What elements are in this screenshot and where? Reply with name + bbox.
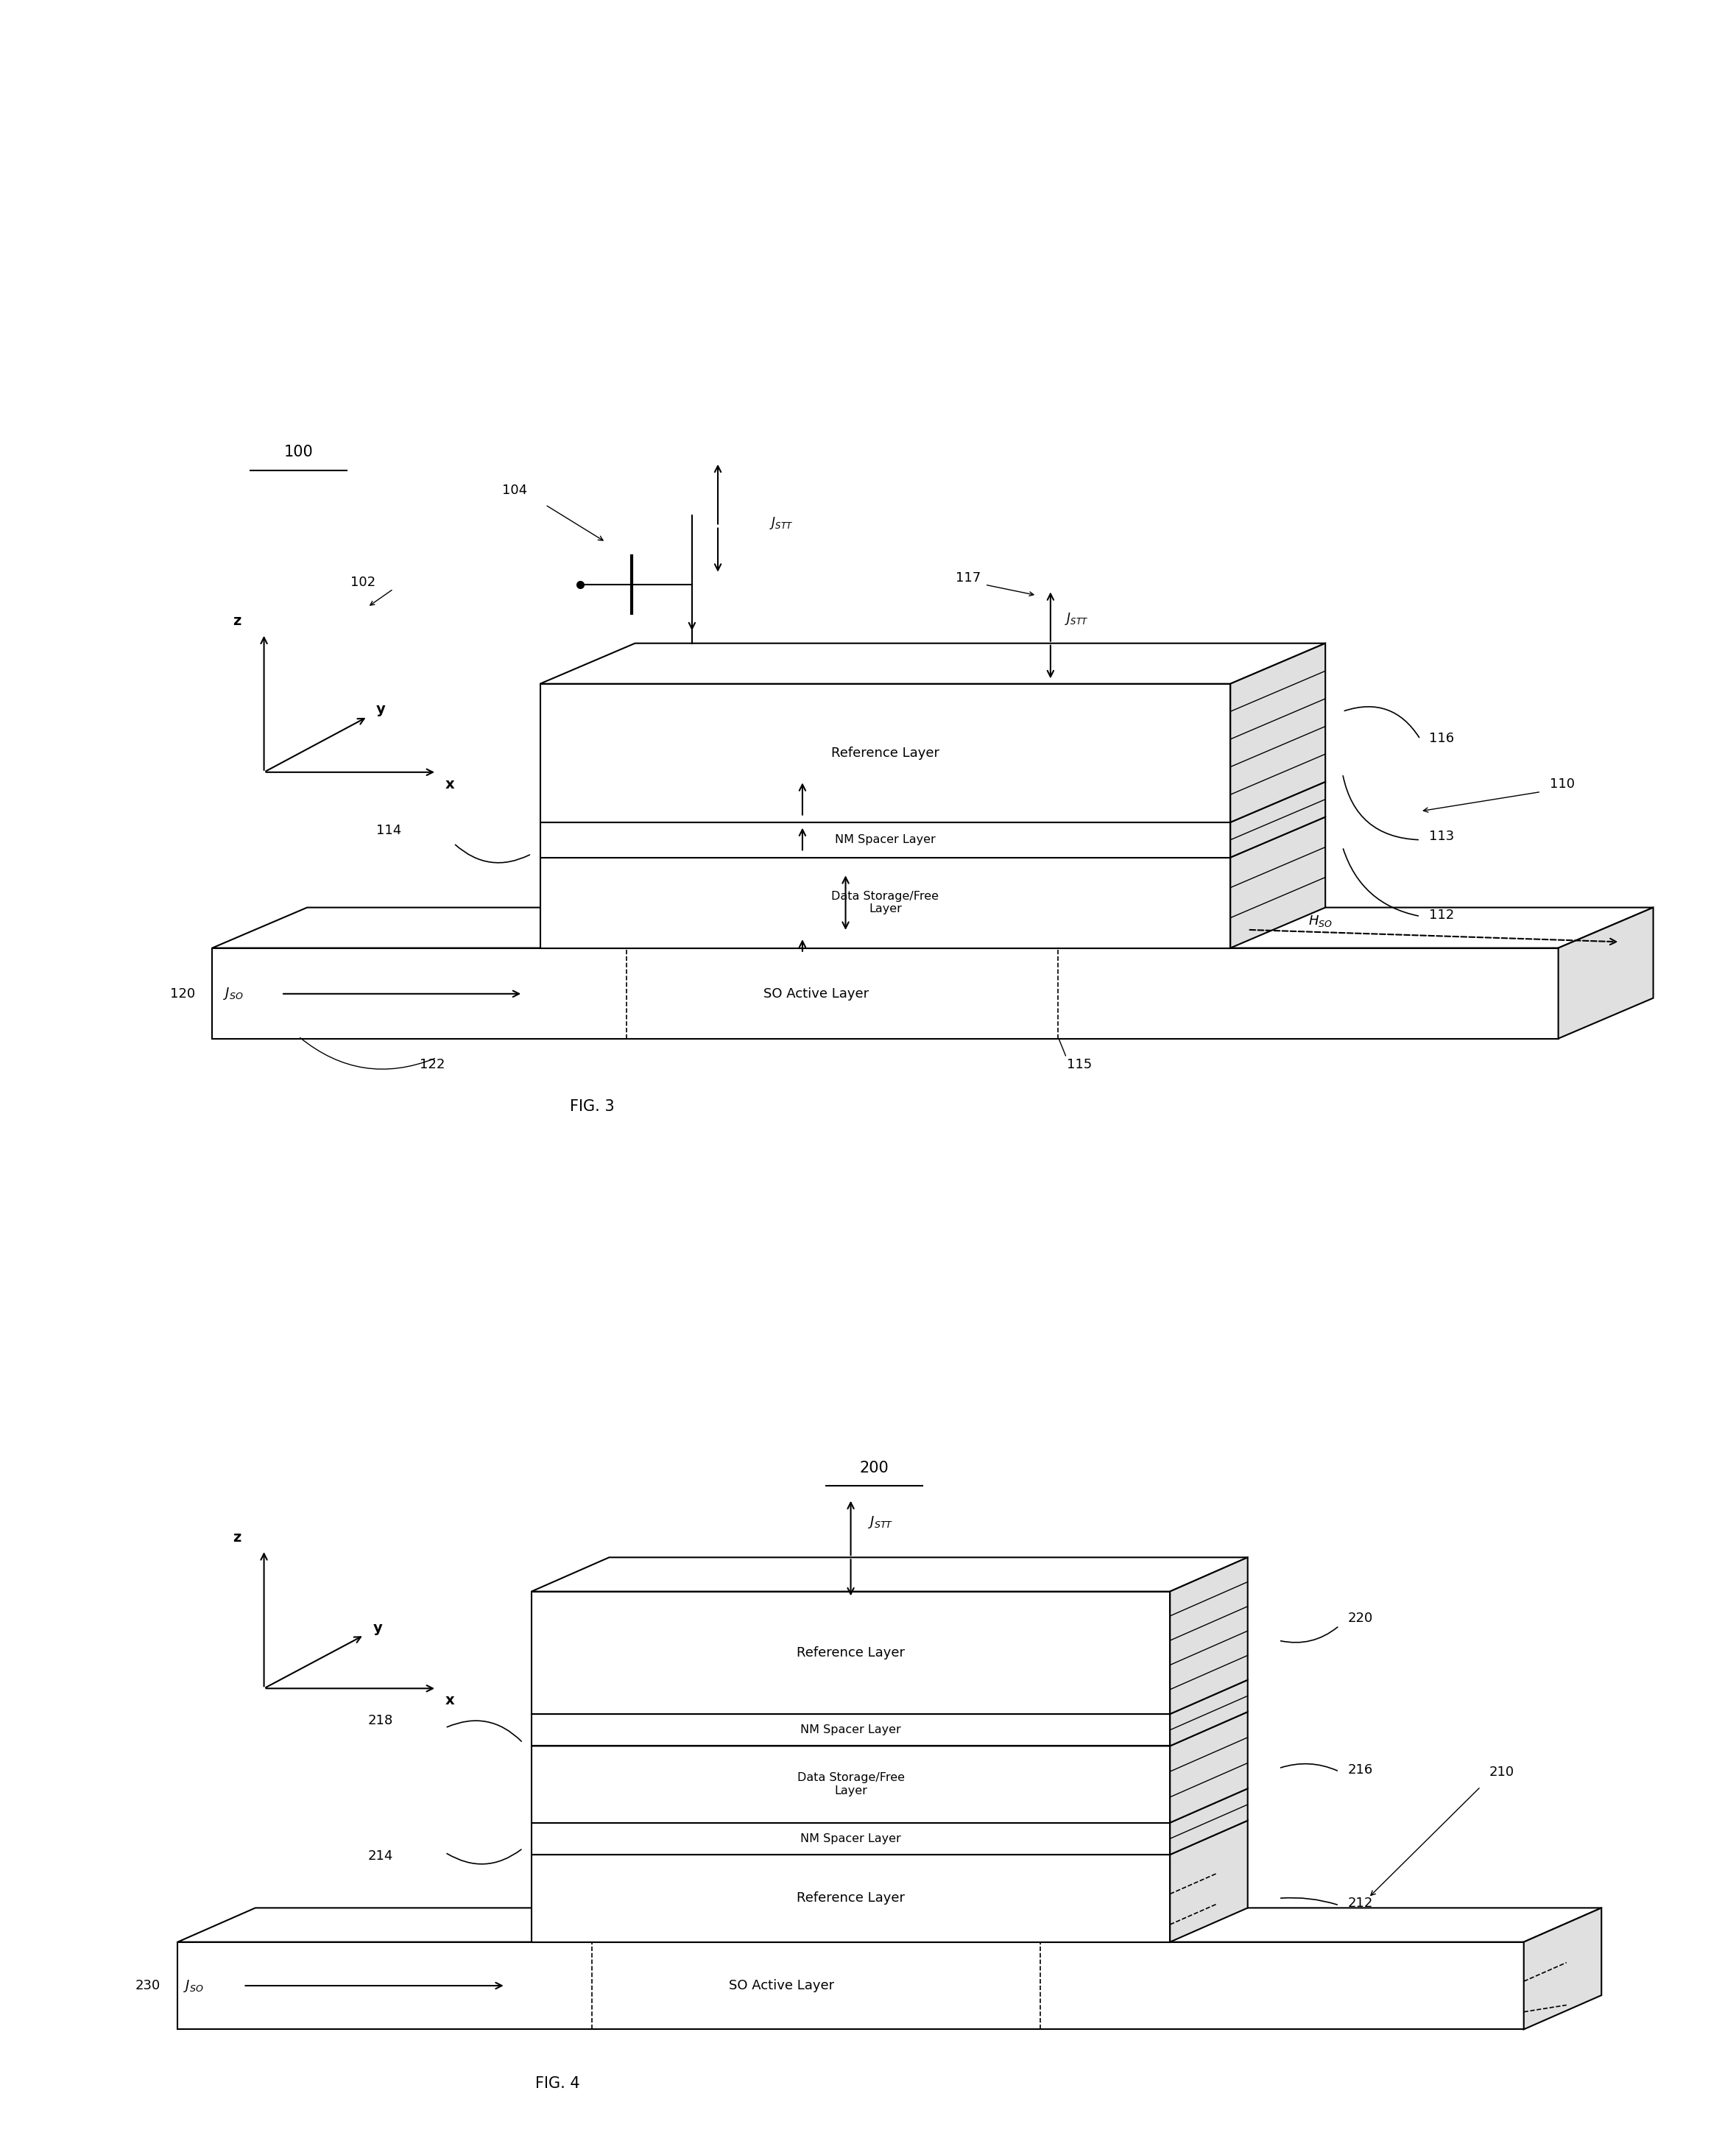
Text: 104: 104 xyxy=(502,484,528,497)
Polygon shape xyxy=(540,781,1325,822)
Text: 216: 216 xyxy=(1347,1764,1373,1777)
Text: Reference Layer: Reference Layer xyxy=(832,747,939,760)
Text: $J_{STT}$: $J_{STT}$ xyxy=(1064,610,1088,627)
Text: 212: 212 xyxy=(1347,1897,1373,1910)
Text: 230: 230 xyxy=(135,1978,160,1993)
Polygon shape xyxy=(531,1715,1170,1745)
Text: 102: 102 xyxy=(351,576,375,589)
Text: NM Spacer Layer: NM Spacer Layer xyxy=(800,1724,901,1736)
Polygon shape xyxy=(531,1822,1170,1854)
Text: $J_{SO}$: $J_{SO}$ xyxy=(222,987,243,1002)
Polygon shape xyxy=(1170,1713,1248,1822)
Polygon shape xyxy=(1170,1788,1248,1854)
Text: $H_{SO}$: $H_{SO}$ xyxy=(1307,914,1332,927)
Text: NM Spacer Layer: NM Spacer Layer xyxy=(800,1833,901,1843)
Polygon shape xyxy=(531,1557,1248,1591)
Text: 110: 110 xyxy=(1550,777,1575,790)
Polygon shape xyxy=(540,683,1231,822)
Polygon shape xyxy=(1170,1820,1248,1942)
Polygon shape xyxy=(531,1591,1170,1715)
Polygon shape xyxy=(531,1681,1248,1715)
Text: 116: 116 xyxy=(1429,732,1455,745)
Polygon shape xyxy=(531,1788,1248,1822)
Text: Reference Layer: Reference Layer xyxy=(797,1646,904,1659)
Text: FIG. 4: FIG. 4 xyxy=(535,2077,580,2092)
Polygon shape xyxy=(540,818,1325,856)
Text: Data Storage/Free
Layer: Data Storage/Free Layer xyxy=(832,891,939,914)
Text: SO Active Layer: SO Active Layer xyxy=(764,987,870,1000)
Text: 122: 122 xyxy=(420,1058,444,1070)
Text: $J_{STT}$: $J_{STT}$ xyxy=(769,516,793,531)
Text: 117: 117 xyxy=(955,572,981,584)
Text: 114: 114 xyxy=(377,824,401,837)
Polygon shape xyxy=(531,1713,1248,1745)
Polygon shape xyxy=(177,1908,1601,1942)
Text: NM Spacer Layer: NM Spacer Layer xyxy=(835,835,936,846)
Text: 210: 210 xyxy=(1489,1766,1514,1779)
Polygon shape xyxy=(540,822,1231,856)
Text: y: y xyxy=(373,1621,382,1636)
Text: 113: 113 xyxy=(1429,829,1455,844)
Text: Reference Layer: Reference Layer xyxy=(797,1893,904,1905)
Text: 200: 200 xyxy=(859,1460,889,1475)
Polygon shape xyxy=(1231,642,1325,822)
Polygon shape xyxy=(531,1854,1170,1942)
Polygon shape xyxy=(1170,1681,1248,1745)
Text: y: y xyxy=(377,702,385,717)
Text: Data Storage/Free
Layer: Data Storage/Free Layer xyxy=(797,1773,904,1796)
Text: FIG. 3: FIG. 3 xyxy=(569,1098,615,1113)
Text: 218: 218 xyxy=(368,1715,392,1728)
Polygon shape xyxy=(531,1745,1170,1822)
Polygon shape xyxy=(212,948,1559,1038)
Polygon shape xyxy=(212,908,1653,948)
Text: 214: 214 xyxy=(368,1850,392,1863)
Text: SO Active Layer: SO Active Layer xyxy=(729,1978,835,1993)
Text: $J_{STT}$: $J_{STT}$ xyxy=(868,1514,894,1531)
Text: $J_{SO}$: $J_{SO}$ xyxy=(184,1978,203,1993)
Text: 120: 120 xyxy=(170,987,194,1000)
Polygon shape xyxy=(1231,818,1325,948)
Polygon shape xyxy=(1524,1908,1601,2030)
Polygon shape xyxy=(540,642,1325,683)
Text: x: x xyxy=(444,777,455,792)
Text: z: z xyxy=(233,1531,241,1544)
Text: 115: 115 xyxy=(1066,1058,1092,1070)
Polygon shape xyxy=(531,1820,1248,1854)
Polygon shape xyxy=(177,1942,1524,2030)
Polygon shape xyxy=(1231,781,1325,856)
Polygon shape xyxy=(1170,1557,1248,1715)
Polygon shape xyxy=(1559,908,1653,1038)
Text: 220: 220 xyxy=(1347,1612,1373,1625)
Text: x: x xyxy=(444,1694,455,1706)
Text: 112: 112 xyxy=(1429,908,1455,923)
Text: 100: 100 xyxy=(285,445,312,460)
Polygon shape xyxy=(540,856,1231,948)
Text: z: z xyxy=(233,614,241,627)
